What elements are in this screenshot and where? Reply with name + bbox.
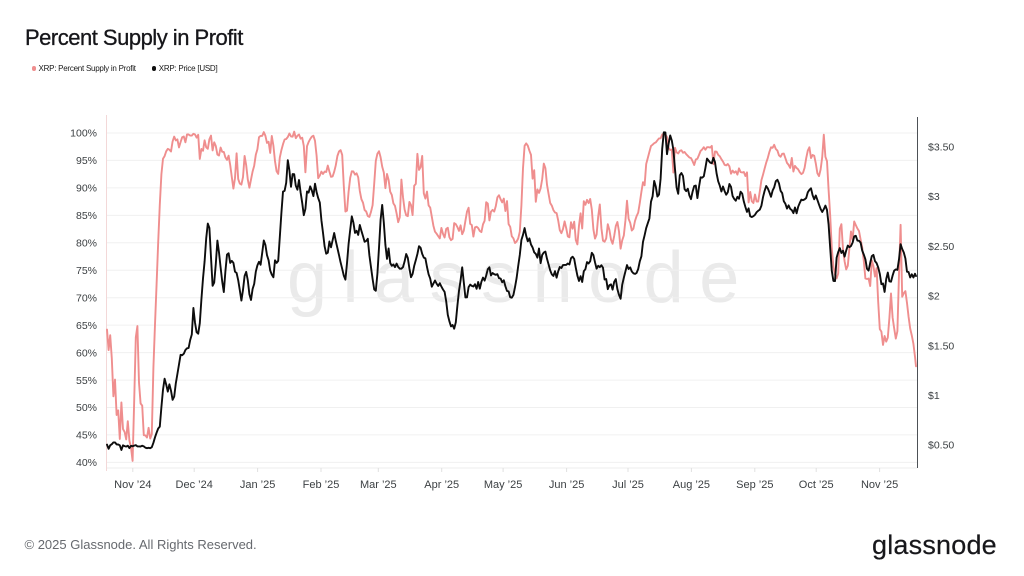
svg-text:Dec ’24: Dec ’24: [176, 479, 213, 491]
svg-text:55%: 55%: [76, 375, 97, 387]
svg-text:100%: 100%: [70, 128, 97, 140]
svg-text:70%: 70%: [76, 292, 97, 304]
svg-text:$1: $1: [928, 390, 940, 402]
svg-text:90%: 90%: [76, 183, 97, 195]
svg-text:65%: 65%: [76, 320, 97, 332]
svg-text:45%: 45%: [76, 430, 97, 442]
svg-text:May ’25: May ’25: [484, 479, 523, 491]
svg-text:Apr ’25: Apr ’25: [424, 479, 459, 491]
svg-text:80%: 80%: [76, 238, 97, 250]
svg-text:85%: 85%: [76, 210, 97, 222]
svg-text:95%: 95%: [76, 155, 97, 167]
svg-text:Nov ’24: Nov ’24: [114, 479, 151, 491]
svg-text:60%: 60%: [76, 347, 97, 359]
svg-text:75%: 75%: [76, 265, 97, 277]
svg-text:Jan ’25: Jan ’25: [240, 479, 275, 491]
svg-text:Jun ’25: Jun ’25: [549, 479, 584, 491]
svg-text:$0.50: $0.50: [928, 440, 954, 452]
svg-text:50%: 50%: [76, 402, 97, 414]
svg-text:Aug ’25: Aug ’25: [673, 479, 710, 491]
svg-text:$1.50: $1.50: [928, 340, 954, 352]
svg-text:Jul ’25: Jul ’25: [612, 479, 644, 491]
svg-text:40%: 40%: [76, 457, 97, 469]
svg-text:Nov ’25: Nov ’25: [861, 479, 898, 491]
svg-text:$3: $3: [928, 191, 940, 203]
svg-text:Oct ’25: Oct ’25: [799, 479, 834, 491]
svg-text:$3.50: $3.50: [928, 142, 954, 154]
svg-text:Feb ’25: Feb ’25: [303, 479, 340, 491]
svg-text:Mar ’25: Mar ’25: [360, 479, 397, 491]
svg-text:$2: $2: [928, 291, 940, 303]
svg-text:Sep ’25: Sep ’25: [736, 479, 773, 491]
svg-text:$2.50: $2.50: [928, 241, 954, 253]
